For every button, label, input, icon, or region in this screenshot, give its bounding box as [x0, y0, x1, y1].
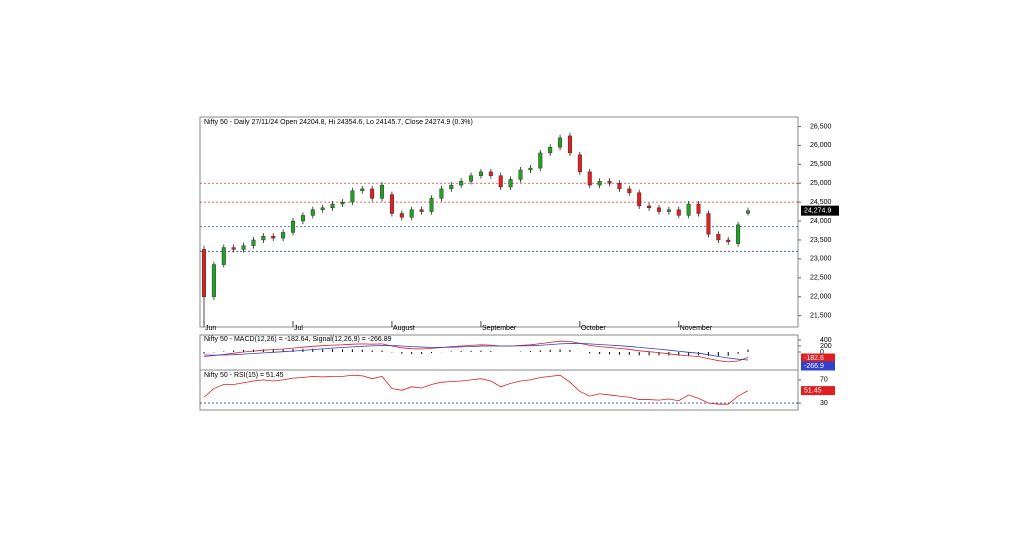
candle-body	[251, 239, 256, 246]
candle-body	[221, 247, 226, 265]
y-tick-label: 25,500	[810, 161, 832, 168]
y-tick-label: 22,500	[810, 275, 832, 282]
candle-body	[300, 215, 305, 222]
candle-body	[607, 181, 612, 184]
x-tick-label: October	[581, 325, 607, 332]
candle-body	[696, 203, 701, 214]
candle-body	[360, 188, 365, 191]
candle-body	[469, 175, 474, 182]
candle-body	[587, 171, 592, 186]
candle-body	[538, 152, 543, 169]
candle-body	[429, 198, 434, 212]
value-box-label: -182.6	[804, 355, 824, 362]
candle-body	[528, 167, 533, 171]
candle-body	[736, 224, 741, 244]
candle-body	[577, 154, 582, 173]
candle-body	[340, 201, 345, 205]
candle-body	[409, 209, 414, 218]
candle-body	[627, 188, 632, 193]
y-tick-label: 26,000	[810, 142, 832, 149]
y-tick-label: 200	[820, 343, 832, 350]
y-tick-label: 22,000	[810, 294, 832, 301]
value-box	[801, 353, 835, 363]
y-tick-label: 24,000	[810, 218, 832, 225]
rsi-title: Nifty 50 - RSI(15) = 51.45	[204, 372, 284, 379]
candle-body	[498, 175, 503, 188]
candle-body	[656, 207, 661, 212]
candle-body	[597, 181, 602, 186]
x-tick-label: November	[680, 325, 713, 332]
indicator-line	[203, 340, 749, 363]
y-tick-label: 30	[820, 400, 828, 407]
candle-body	[478, 171, 483, 176]
candle-body	[310, 209, 315, 216]
price-title: Nifty 50 - Daily 27/11/24 Open 24204.8, …	[204, 119, 473, 126]
candle-body	[706, 213, 711, 235]
candle-body	[508, 179, 513, 188]
y-tick-label: 25,000	[810, 180, 832, 187]
y-tick-label: 21,500	[810, 312, 832, 319]
candle-body	[389, 194, 394, 214]
candle-body	[716, 234, 721, 241]
last-price-box	[801, 205, 839, 216]
candle-body	[291, 220, 296, 233]
candle-body	[261, 235, 266, 241]
y-tick-label: 70	[820, 377, 828, 384]
candle-body	[449, 184, 454, 190]
candle-body	[686, 203, 691, 216]
y-tick-label: 24,500	[810, 199, 832, 206]
x-tick-label: August	[393, 325, 415, 332]
candle-body	[241, 245, 246, 250]
candle-body	[211, 264, 216, 297]
candle-body	[518, 169, 523, 180]
value-box	[801, 361, 835, 371]
candle-body	[201, 249, 206, 297]
x-tick-label: Jul	[294, 325, 303, 332]
candle-body	[271, 235, 276, 239]
rsi-frame	[199, 369, 799, 411]
candle-body	[330, 203, 335, 209]
candle-body	[676, 209, 681, 216]
candle-body	[666, 209, 671, 212]
candle-body	[370, 188, 375, 199]
candle-body	[399, 213, 404, 218]
value-box	[801, 386, 835, 396]
candle-body	[459, 181, 464, 186]
candle-body	[746, 210, 751, 214]
y-tick-label: 0	[820, 349, 824, 356]
candle-body	[637, 192, 642, 207]
candle-body	[548, 147, 553, 154]
price-frame	[199, 116, 799, 328]
candle-body	[726, 239, 731, 243]
candle-body	[419, 209, 424, 212]
candle-body	[617, 183, 622, 190]
value-box-label: -266.9	[804, 363, 824, 370]
candle-body	[439, 188, 444, 199]
candle-body	[647, 205, 652, 209]
candle-body	[558, 137, 563, 148]
last-price-label: 24,274.9	[804, 207, 831, 214]
candle-body	[488, 171, 493, 176]
y-tick-label: 23,000	[810, 256, 832, 263]
x-tick-label: September	[482, 325, 517, 332]
candle-body	[567, 135, 572, 154]
candle-body	[350, 190, 355, 203]
indicator-line	[203, 343, 749, 361]
y-tick-label: 26,500	[810, 123, 832, 130]
y-tick-label: 400	[820, 337, 832, 344]
value-box-label: 51.45	[804, 387, 822, 394]
y-tick-label: 23,500	[810, 237, 832, 244]
x-tick-label: Jun	[205, 325, 216, 332]
indicator-line	[203, 374, 749, 405]
candle-body	[281, 232, 286, 239]
candle-body	[231, 247, 236, 250]
candle-body	[320, 207, 325, 210]
candle-body	[380, 184, 385, 199]
macd-title: Nifty 50 - MACD(12,26) = -182.64, Signal…	[204, 336, 392, 343]
